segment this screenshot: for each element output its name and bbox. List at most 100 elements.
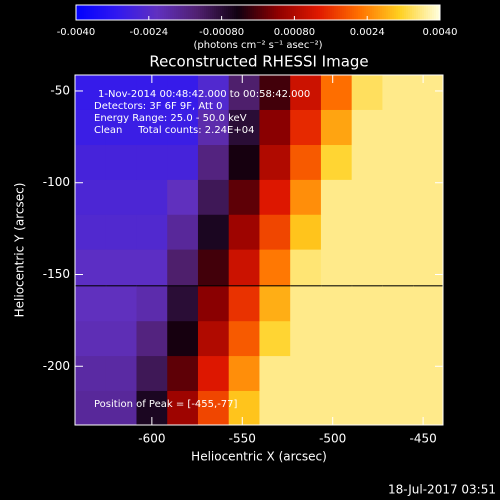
heatmap-cell [290, 109, 322, 146]
colorbar-cell [404, 5, 407, 20]
colorbar-cell [316, 5, 319, 20]
colorbar-cell [180, 5, 183, 20]
heatmap-cell [290, 249, 322, 286]
colorbar-cell [172, 5, 175, 20]
colorbar-cell [276, 5, 279, 20]
heatmap-cell [105, 145, 138, 181]
heatmap-cell [228, 214, 261, 251]
colorbar-cell [336, 5, 339, 20]
colorbar-cell [152, 5, 155, 20]
heatmap-cell [413, 145, 443, 181]
colorbar-cell [114, 5, 117, 20]
colorbar-cell [220, 5, 223, 20]
colorbar-cell [340, 5, 343, 20]
colorbar-cell [424, 5, 427, 20]
colorbar-cell [126, 5, 129, 20]
heatmap-cell [167, 179, 199, 216]
colorbar-cell [214, 5, 217, 20]
colorbar-cell [148, 5, 151, 20]
heatmap-cell [136, 109, 168, 146]
colorbar-cell [374, 5, 377, 20]
colorbar-cell [364, 5, 367, 20]
heatmap-cell [382, 75, 414, 111]
colorbar-cell [78, 5, 81, 20]
colorbar-cell [94, 5, 97, 20]
colorbar-cell [294, 5, 297, 20]
heatmap-cell [228, 145, 261, 181]
heatmap-cell [228, 109, 261, 146]
heatmap-cell [351, 390, 384, 425]
heatmap-cell [320, 356, 353, 392]
heatmap-cell [167, 286, 199, 322]
colorbar-cell [344, 5, 347, 20]
colorbar-cell [108, 5, 111, 20]
colorbar-cell [198, 5, 201, 20]
colorbar-cell [184, 5, 187, 20]
heatmap-cell [105, 356, 138, 392]
heatmap-cell [259, 109, 291, 146]
heatmap-cell [228, 390, 261, 425]
colorbar-cell [170, 5, 173, 20]
heatmap-cell [413, 214, 443, 251]
heatmap-cell [105, 109, 138, 146]
colorbar-cell [162, 5, 165, 20]
colorbar-cell [252, 5, 255, 20]
y-tick-label: -100 [43, 175, 70, 189]
colorbar-cell [208, 5, 211, 20]
heatmap-cell [197, 390, 230, 425]
colorbar-cell [88, 5, 91, 20]
heatmap-cell [105, 75, 138, 111]
heatmap-cell [197, 179, 230, 216]
colorbar-cell [358, 5, 361, 20]
colorbar-cell [118, 5, 121, 20]
colorbar-cell [260, 5, 263, 20]
colorbar-cell [228, 5, 231, 20]
heatmap-cell [259, 249, 291, 286]
heatmap-cell [75, 214, 107, 251]
colorbar-cell [394, 5, 397, 20]
colorbar-cell [368, 5, 371, 20]
colorbar-cell [134, 5, 137, 20]
colorbar-cell [212, 5, 215, 20]
colorbar-cell [188, 5, 191, 20]
colorbar-cell [322, 5, 325, 20]
colorbar-cell [426, 5, 429, 20]
heatmap-cell [167, 321, 199, 357]
colorbar-cell [296, 5, 299, 20]
colorbar-cell [438, 5, 441, 20]
colorbar-cell [332, 5, 335, 20]
colorbar-cell [232, 5, 235, 20]
colorbar-cell [266, 5, 269, 20]
heatmap-cell [351, 179, 384, 216]
heatmap-cell [413, 75, 443, 111]
heatmap-cell [290, 286, 322, 322]
colorbar-cell [430, 5, 433, 20]
colorbar-tick-label: -0.0040 [57, 27, 96, 38]
y-tick-label: -150 [43, 267, 70, 281]
colorbar-cell [388, 5, 391, 20]
heatmap-cell [105, 390, 138, 425]
heatmap-cell [351, 286, 384, 322]
colorbar-cell [258, 5, 261, 20]
heatmap-cell [320, 75, 353, 111]
heatmap-cell [320, 214, 353, 251]
heatmap-cell [228, 321, 261, 357]
heatmap-cell [259, 214, 291, 251]
colorbar-cell [268, 5, 271, 20]
colorbar-cell [434, 5, 437, 20]
heatmap-cell [351, 321, 384, 357]
colorbar-frame [75, 4, 441, 21]
colorbar-cell [234, 5, 237, 20]
heatmap-cell [105, 321, 138, 357]
colorbar-cell [236, 5, 239, 20]
colorbar-cell [84, 5, 87, 20]
colorbar-cell [370, 5, 373, 20]
colorbar-cell [106, 5, 109, 20]
y-tick-label: -50 [50, 83, 70, 97]
heatmap-cell [290, 179, 322, 216]
heatmap-cell [413, 390, 443, 425]
heatmap-cell [75, 249, 107, 286]
colorbar-cell [86, 5, 89, 20]
colorbar-cell [140, 5, 143, 20]
heatmap-cell [413, 356, 443, 392]
